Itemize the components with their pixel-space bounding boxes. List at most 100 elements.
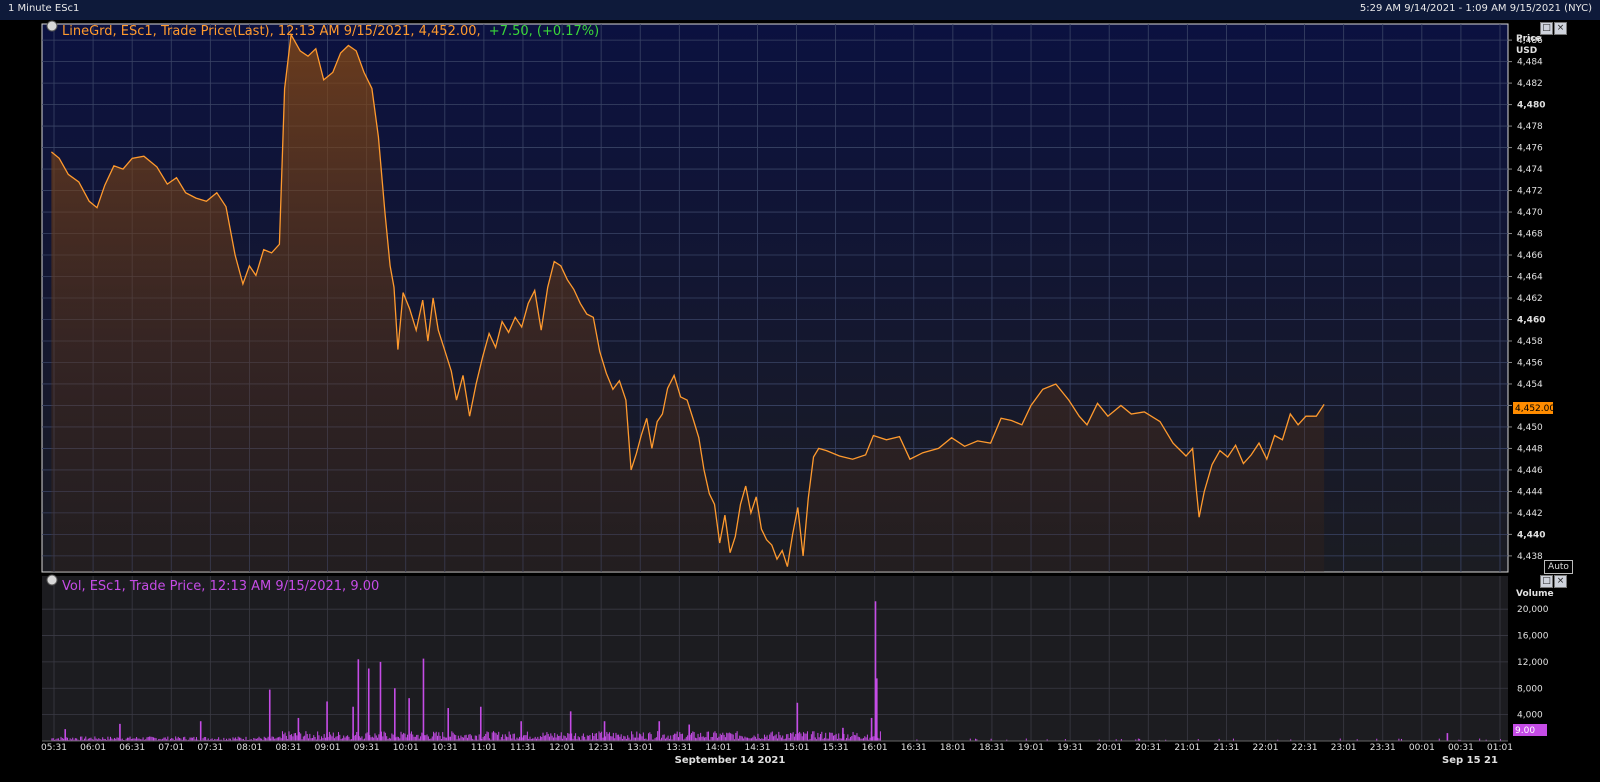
volume-bar	[754, 736, 756, 741]
volume-bar	[420, 736, 422, 741]
price-axis-title: Price	[1516, 34, 1542, 44]
volume-bar	[235, 737, 237, 741]
volume-bar	[284, 732, 286, 741]
volume-bar	[666, 737, 668, 741]
volume-bar	[210, 739, 212, 741]
volume-bar	[111, 738, 113, 741]
close-icon[interactable]: ×	[1554, 575, 1567, 588]
volume-bar	[534, 736, 536, 741]
volume-bar	[851, 735, 853, 741]
volume-bar	[752, 737, 754, 741]
volume-bar	[715, 733, 717, 741]
price-tick-label: 4,470	[1517, 208, 1543, 218]
volume-bar	[491, 732, 493, 741]
volume-bar	[219, 739, 221, 741]
volume-bar	[864, 736, 866, 741]
volume-bar	[468, 734, 470, 741]
volume-bar	[288, 731, 290, 741]
volume-bar	[70, 739, 72, 741]
volume-bar	[543, 735, 545, 741]
volume-bar	[843, 733, 845, 741]
volume-bar	[728, 732, 730, 741]
volume-bar	[494, 732, 496, 741]
volume-bar	[707, 731, 709, 741]
volume-bar	[1158, 739, 1160, 741]
volume-bar	[641, 736, 643, 741]
volume-bar	[275, 738, 277, 741]
volume-bar	[418, 738, 420, 741]
volume-bar	[357, 659, 360, 741]
volume-bar	[803, 732, 805, 741]
volume-bar	[318, 735, 320, 741]
volume-bar	[107, 736, 109, 741]
volume-bar	[271, 736, 273, 741]
volume-bar	[594, 733, 596, 741]
volume-bar	[367, 668, 370, 741]
volume-bar	[423, 735, 425, 741]
volume-bar	[51, 738, 53, 741]
volume-bar	[104, 738, 106, 741]
volume-bar	[119, 723, 121, 741]
volume-bar	[597, 738, 599, 741]
volume-bar	[704, 737, 706, 741]
volume-bar	[322, 738, 324, 741]
time-tick-label: 11:01	[471, 743, 497, 753]
volume-bar	[502, 734, 504, 741]
volume-bar	[100, 739, 102, 741]
volume-bar	[499, 739, 501, 741]
volume-bar	[839, 738, 841, 741]
volume-bar	[1277, 739, 1279, 741]
volume-bar	[439, 735, 441, 741]
volume-bar	[506, 736, 508, 741]
volume-bar	[829, 732, 831, 741]
volume-bar	[434, 733, 436, 741]
price-tick-label: 4,466	[1517, 251, 1543, 261]
volume-bar	[184, 736, 186, 741]
volume-bar	[1135, 739, 1137, 741]
volume-bar	[765, 736, 767, 741]
volume-bar	[730, 733, 732, 741]
volume-bar	[573, 735, 575, 741]
auto-scale-button[interactable]: Auto	[1544, 560, 1573, 574]
volume-bar	[410, 731, 412, 741]
volume-bar	[447, 708, 450, 741]
volume-bar	[63, 738, 65, 741]
volume-bar	[98, 738, 100, 741]
close-icon[interactable]: ×	[1554, 22, 1567, 35]
volume-bar	[547, 733, 549, 741]
volume-bar	[782, 735, 784, 741]
volume-bar	[442, 732, 444, 741]
volume-bar	[697, 733, 699, 741]
volume-bar	[94, 736, 96, 741]
volume-bar	[664, 738, 666, 741]
price-tick-label: 4,484	[1517, 58, 1543, 68]
price-tick-label: 4,474	[1517, 165, 1543, 175]
volume-bar	[840, 738, 842, 741]
time-tick-label: 06:01	[80, 743, 106, 753]
volume-bar	[612, 732, 614, 741]
volume-bar	[545, 735, 547, 741]
volume-bar	[848, 738, 850, 741]
volume-bar	[394, 688, 396, 741]
volume-bar	[611, 736, 613, 741]
price-tick-label: 4,464	[1517, 273, 1543, 283]
maximize-icon[interactable]: □	[1540, 22, 1553, 35]
volume-bar	[117, 737, 119, 741]
pin-icon[interactable]	[46, 20, 58, 32]
volume-bar	[681, 733, 683, 741]
volume-bar	[975, 738, 977, 741]
volume-bar	[421, 732, 423, 741]
volume-bar	[436, 735, 438, 741]
volume-bar	[551, 735, 553, 741]
volume-bar	[842, 727, 844, 741]
volume-bar	[489, 738, 491, 741]
volume-bar	[457, 735, 459, 741]
time-tick-label: 00:01	[1409, 743, 1435, 753]
price-change-text: +7.50, (+0.17%)	[489, 24, 599, 39]
pin-icon[interactable]	[46, 574, 58, 586]
volume-bar	[427, 736, 429, 741]
volume-bar	[606, 731, 608, 741]
maximize-icon[interactable]: □	[1540, 575, 1553, 588]
volume-bar	[337, 732, 339, 741]
time-tick-label: 01:01	[1487, 743, 1513, 753]
